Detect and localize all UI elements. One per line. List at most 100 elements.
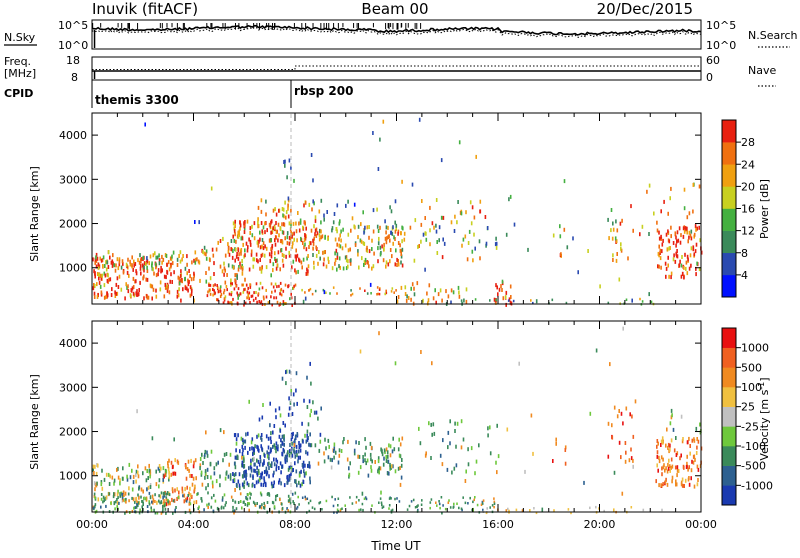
- data-cell: [260, 472, 262, 477]
- data-cell: [269, 401, 271, 406]
- data-cell: [150, 506, 152, 510]
- data-cell: [445, 289, 447, 294]
- data-cell: [263, 461, 265, 466]
- data-cell: [175, 506, 177, 509]
- data-cell: [242, 440, 244, 445]
- data-cell: [256, 465, 258, 470]
- data-cell: [385, 264, 387, 269]
- data-cell: [372, 229, 375, 234]
- data-cell: [657, 441, 659, 446]
- data-cell: [683, 265, 685, 270]
- data-cell: [336, 252, 339, 257]
- data-cell: [275, 441, 278, 446]
- data-cell: [589, 506, 591, 510]
- data-cell: [555, 441, 557, 446]
- data-cell: [101, 273, 103, 278]
- data-cell: [245, 469, 247, 474]
- data-cell: [394, 237, 396, 241]
- data-cell: [129, 262, 132, 267]
- data-cell: [262, 295, 265, 299]
- data-cell: [173, 471, 176, 476]
- data-cell: [257, 459, 260, 464]
- data-cell: [340, 229, 342, 234]
- data-cell: [282, 213, 284, 218]
- data-cell: [297, 495, 299, 499]
- data-cell: [105, 294, 107, 299]
- data-cell: [299, 455, 301, 460]
- data-cell: [165, 254, 168, 258]
- data-cell: [241, 267, 244, 272]
- data-cell: [132, 276, 135, 281]
- data-cell: [400, 252, 402, 256]
- data-cell: [397, 231, 399, 236]
- data-cell: [420, 350, 422, 354]
- data-cell: [632, 458, 634, 463]
- data-cell: [369, 282, 372, 287]
- data-cell: [246, 503, 249, 507]
- data-cell: [280, 481, 282, 486]
- data-cell: [266, 454, 269, 459]
- data-cell: [259, 459, 262, 464]
- data-cell: [697, 439, 700, 444]
- data-cell: [301, 265, 303, 270]
- data-cell: [302, 299, 305, 304]
- data-cell: [140, 271, 142, 276]
- data-cell: [433, 431, 436, 436]
- data-cell: [321, 508, 323, 511]
- data-cell: [152, 253, 155, 258]
- data-cell: [177, 460, 180, 465]
- data-cell: [235, 448, 237, 453]
- data-cell: [94, 487, 96, 492]
- data-cell: [192, 476, 195, 481]
- data-cell: [658, 236, 661, 241]
- data-cell: [341, 507, 343, 510]
- data-cell: [357, 249, 359, 254]
- data-cell: [212, 293, 214, 297]
- data-cell: [154, 493, 156, 497]
- data-cell: [329, 292, 331, 295]
- data-cell: [308, 241, 311, 245]
- data-cell: [206, 503, 208, 507]
- data-cell: [283, 214, 285, 219]
- data-cell: [298, 445, 301, 450]
- data-cell: [270, 431, 272, 436]
- data-cell: [295, 257, 297, 262]
- data-cell: [278, 406, 281, 411]
- data-cell: [252, 500, 255, 504]
- nsky-series: [91, 23, 702, 48]
- data-cell: [696, 482, 699, 487]
- data-cell: [222, 458, 224, 463]
- data-cell: [493, 502, 496, 505]
- data-cell: [244, 253, 246, 258]
- data-cell: [181, 279, 183, 284]
- data-cell: [409, 225, 412, 230]
- data-cell: [337, 510, 340, 513]
- data-cell: [639, 297, 641, 301]
- data-cell: [294, 450, 296, 455]
- data-cell: [631, 414, 633, 419]
- data-cell: [425, 451, 427, 456]
- data-cell: [243, 464, 245, 469]
- data-cell: [695, 272, 697, 277]
- data-cell: [620, 242, 622, 247]
- data-cell: [303, 469, 305, 474]
- data-cell: [253, 468, 255, 473]
- data-cell: [271, 244, 274, 248]
- data-cell: [317, 261, 319, 266]
- data-cell: [670, 415, 673, 420]
- data-cell: [156, 511, 159, 515]
- data-cell: [317, 461, 320, 466]
- data-cell: [249, 226, 252, 231]
- data-cell: [211, 247, 214, 252]
- data-cell: [613, 405, 616, 410]
- data-cell: [298, 441, 300, 445]
- data-cell: [235, 437, 238, 442]
- data-cell: [675, 479, 677, 484]
- data-cell: [468, 229, 471, 234]
- data-cell: [281, 240, 284, 245]
- data-cell: [383, 456, 385, 461]
- data-cell: [364, 261, 367, 265]
- data-cell: [303, 203, 305, 208]
- data-cell: [230, 239, 233, 243]
- data-cell: [653, 211, 655, 216]
